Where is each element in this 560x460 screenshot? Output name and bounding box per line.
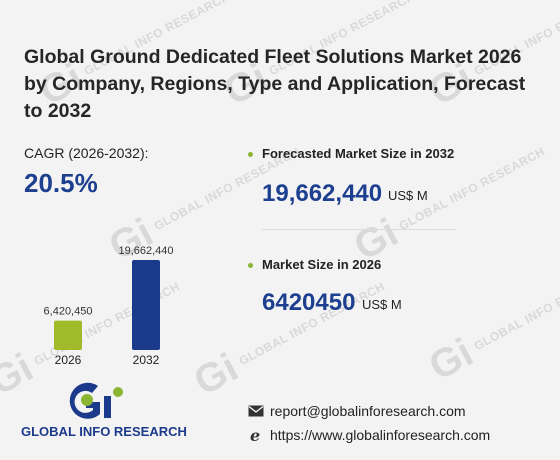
brand-name: GLOBAL INFO RESEARCH [21, 424, 187, 439]
email-contact[interactable]: report@globalinforesearch.com [248, 403, 466, 419]
envelope-icon [248, 405, 264, 417]
forecast-size-value: 19,662,440 [262, 180, 383, 207]
x-tick-2032: 2032 [133, 353, 160, 367]
watermark: Gi GLOBAL INFO RESEARCH [422, 264, 560, 390]
bullet-icon [248, 263, 253, 268]
website-contact[interactable]: e https://www.globalinforesearch.com [248, 427, 490, 443]
stats-divider [262, 229, 456, 230]
forecast-size-label: Forecasted Market Size in 2032 [262, 146, 455, 161]
forecast-size-unit: US$ M [388, 188, 428, 203]
bullet-icon [248, 152, 253, 157]
data-label-2026: 6,420,450 [44, 306, 93, 318]
email-link[interactable]: report@globalinforesearch.com [270, 403, 466, 419]
svg-text:e: e [250, 427, 260, 443]
market-size-label: Market Size in 2026 [262, 257, 382, 272]
bar-2026 [54, 320, 82, 350]
website-link[interactable]: https://www.globalinforesearch.com [270, 427, 491, 443]
page-title: Global Ground Dedicated Fleet Solutions … [24, 46, 526, 122]
data-label-2032: 19,662,440 [118, 245, 173, 257]
cagr-label: CAGR (2026-2032): [24, 145, 149, 161]
cagr-value: 20.5% [24, 168, 98, 198]
bar-2032 [132, 260, 160, 350]
market-size-bar-chart: 6,420,450 2026 19,662,440 2032 [44, 245, 174, 367]
global-info-research-logo: GLOBAL INFO RESEARCH [21, 382, 187, 439]
browser-e-icon: e [250, 427, 260, 443]
x-tick-2026: 2026 [55, 353, 82, 367]
market-size-unit: US$ M [362, 297, 402, 312]
market-size-value: 6420450 [262, 289, 356, 316]
